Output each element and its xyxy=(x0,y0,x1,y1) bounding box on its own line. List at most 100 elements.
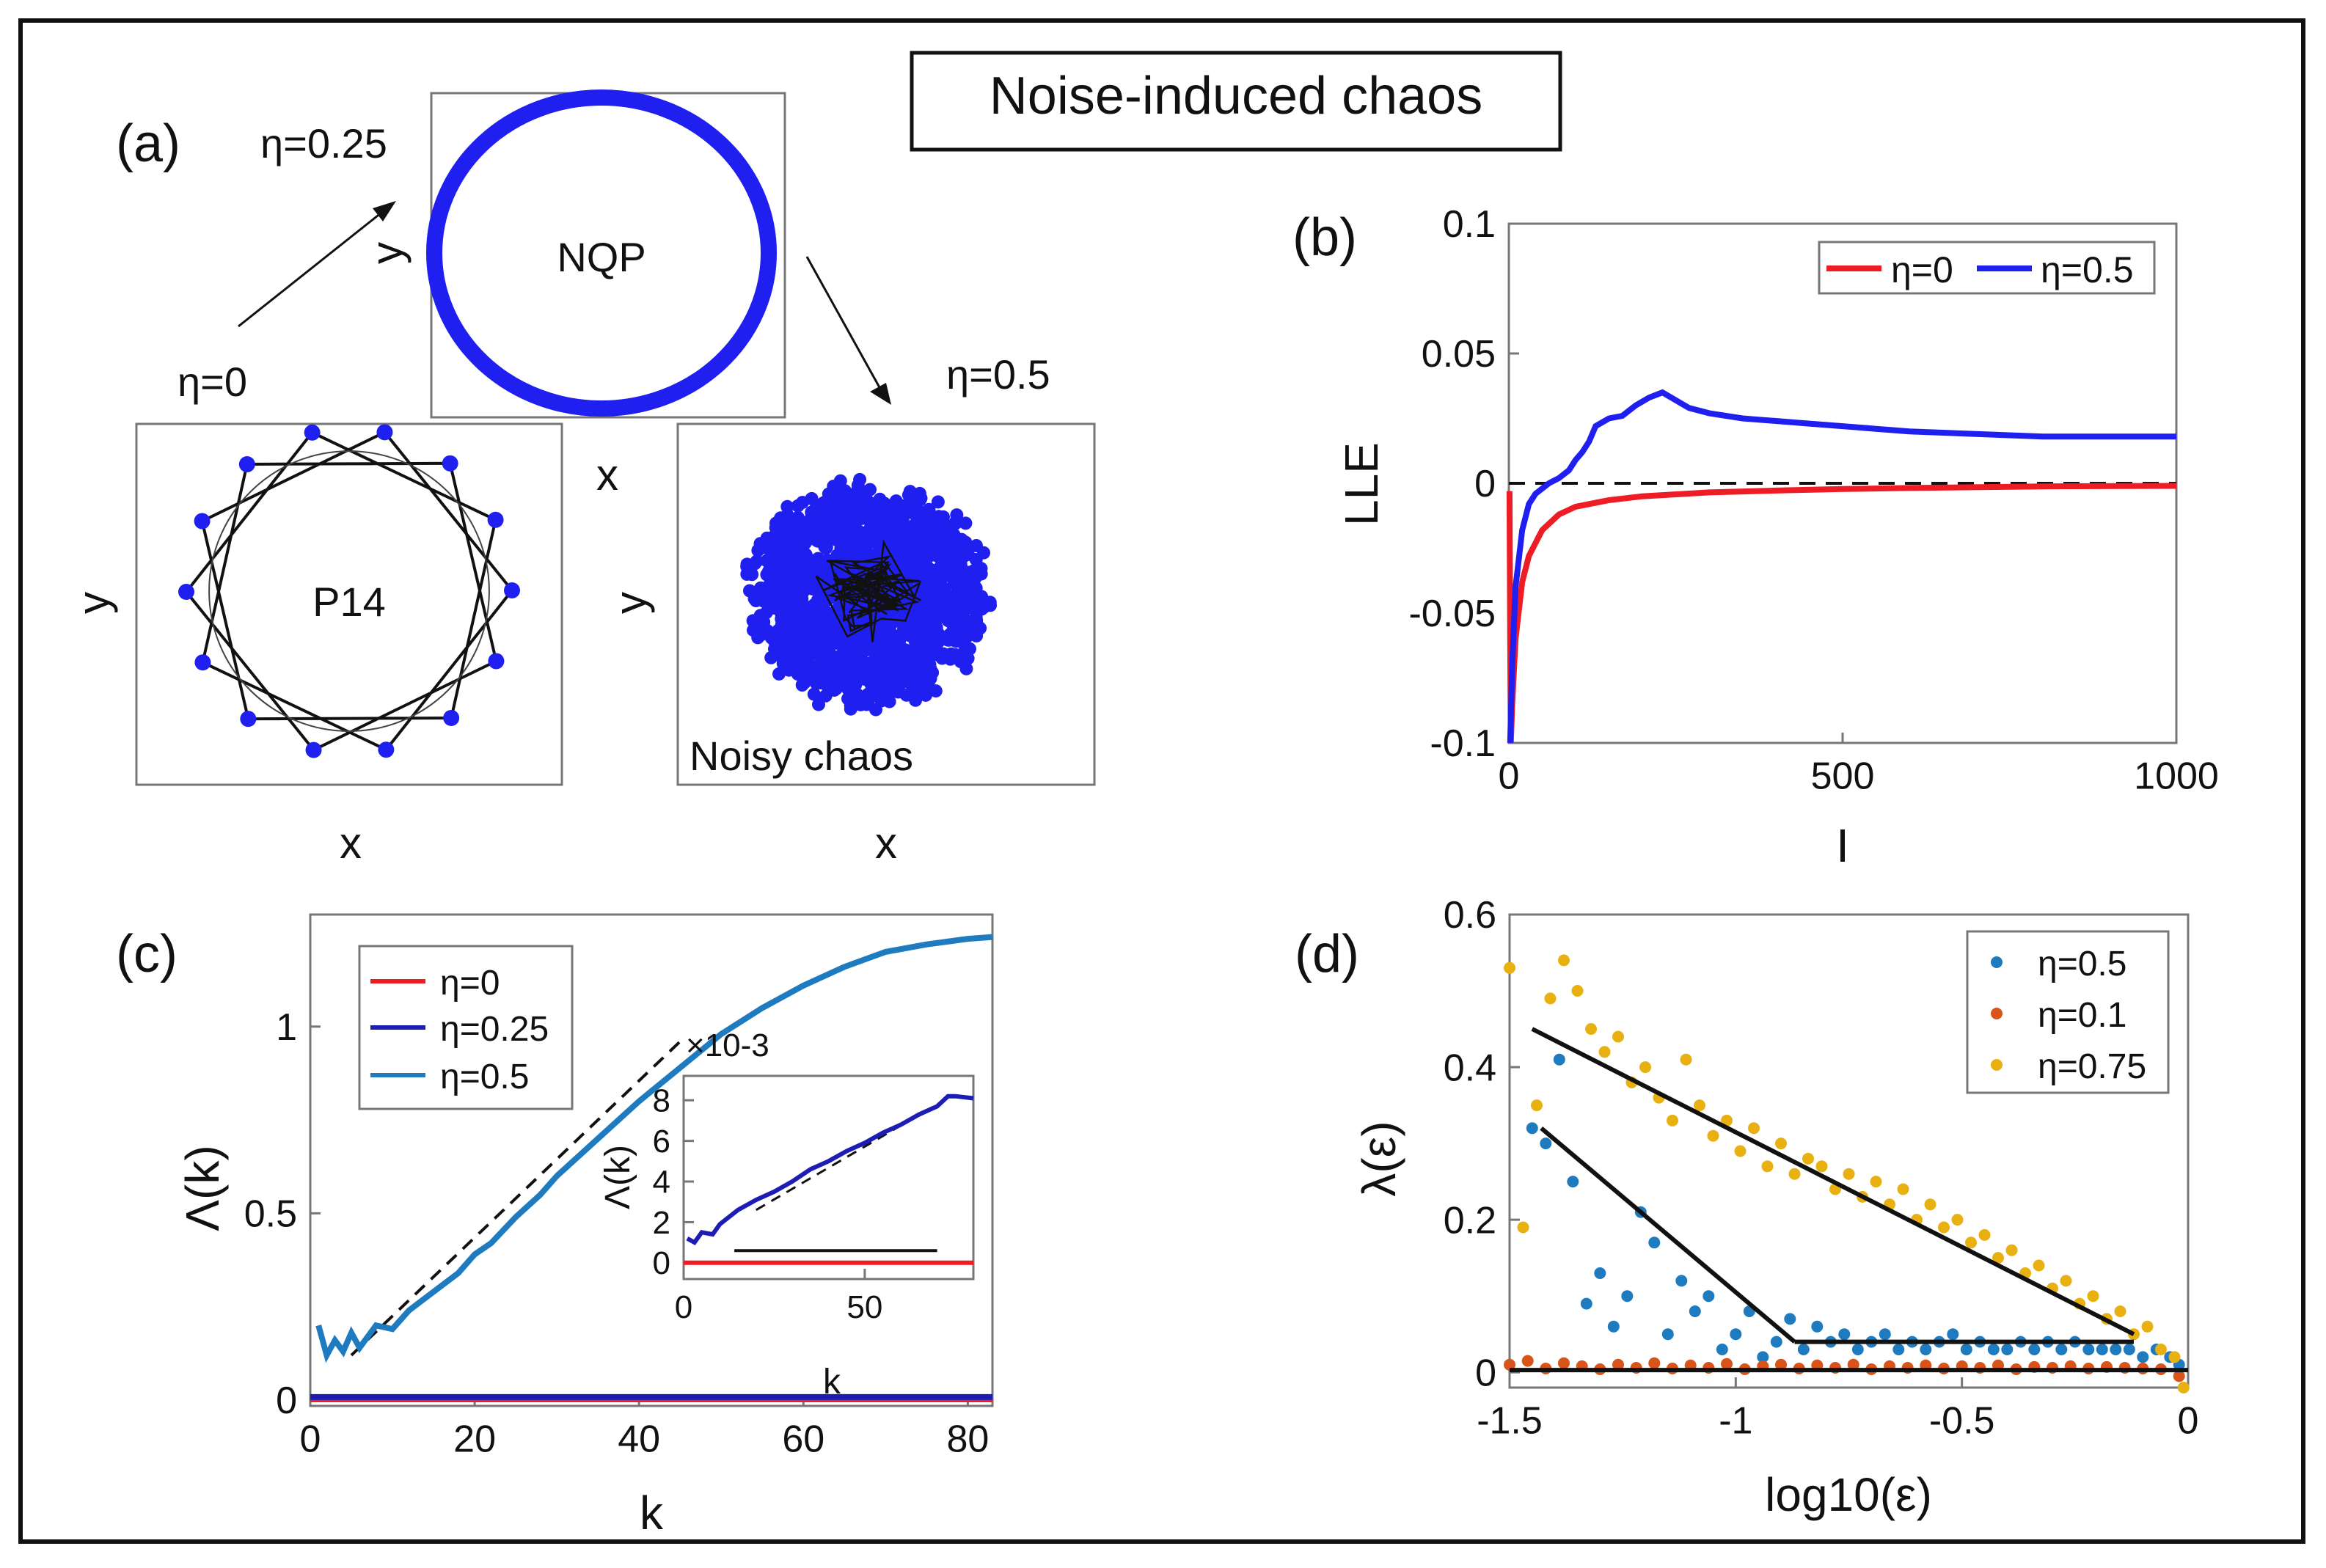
chaos-point xyxy=(775,570,789,584)
d-point-η=0.75 xyxy=(1978,1228,1991,1241)
b-y-label: LLE xyxy=(1335,442,1388,526)
chaos-point xyxy=(852,639,866,653)
c-inset-y-tick-label: 4 xyxy=(653,1164,670,1200)
c-inset-y-tick-label: 0 xyxy=(653,1245,670,1281)
d-point-η=0.5 xyxy=(2082,1344,2095,1355)
d-point-η=0.5 xyxy=(1621,1290,1634,1303)
chaos-point xyxy=(815,638,829,651)
chaos-point xyxy=(921,541,935,555)
d-point-η=0.75 xyxy=(1585,1023,1597,1035)
d-point-η=0.5 xyxy=(2110,1344,2122,1355)
chaos-point xyxy=(828,483,842,497)
p14-point xyxy=(378,741,395,758)
nqp-eta-label: η=0.25 xyxy=(260,120,387,166)
d-point-η=0.5 xyxy=(1757,1351,1769,1363)
d-point-η=0.75 xyxy=(1639,1061,1651,1074)
p14-point xyxy=(443,709,460,726)
chaos-point xyxy=(784,541,798,554)
panel-d: (d) -1.5 -1 -0.5 000.20.40.6 λ(ε) log10(ε) … xyxy=(1295,894,2198,1521)
chaos-point xyxy=(973,621,987,635)
chaos-point xyxy=(844,670,857,684)
chaos-point xyxy=(793,627,807,641)
d-point-η=0.5 xyxy=(1661,1328,1674,1341)
b-x-tick-label: 500 xyxy=(1811,755,1875,797)
chaos-point xyxy=(929,636,943,650)
c-y-tick-label: 0.5 xyxy=(244,1193,297,1236)
p14-point xyxy=(194,513,211,530)
c-x-label: k xyxy=(640,1487,664,1539)
chaos-point xyxy=(922,502,936,516)
d-y-tick-label: 0.4 xyxy=(1444,1047,1496,1089)
d-point-η=0.75 xyxy=(1815,1160,1828,1173)
chaos-point xyxy=(940,532,954,546)
b-x-label: I xyxy=(1836,819,1849,872)
chaos-point xyxy=(925,649,939,663)
chaos-point xyxy=(793,638,807,652)
chaos-point xyxy=(769,521,783,535)
d-point-η=0.5 xyxy=(1838,1328,1851,1341)
d-point-η=0.5 xyxy=(1607,1320,1620,1333)
d-point-η=0.75 xyxy=(2141,1320,2154,1333)
chaos-y-label: y xyxy=(606,592,655,614)
chaos-point xyxy=(944,594,958,608)
chaos-point xyxy=(748,587,762,601)
figure-title: Noise-induced chaos xyxy=(990,67,1482,125)
chaos-point xyxy=(961,576,975,590)
chaos-annotation: Noisy chaos xyxy=(690,733,913,779)
chaos-point xyxy=(800,533,813,547)
chaos-point xyxy=(794,552,808,566)
chaos-point xyxy=(863,483,877,497)
chaos-point xyxy=(896,513,910,527)
d-point-η=0.75 xyxy=(1802,1152,1814,1165)
chaos-point xyxy=(862,694,875,708)
d-point-η=0.75 xyxy=(1612,1030,1624,1043)
d-point-η=0.5 xyxy=(1987,1344,2000,1355)
d-point-η=0.75 xyxy=(2177,1382,2190,1393)
chaos-point xyxy=(765,531,779,544)
p14-point xyxy=(194,654,211,671)
nqp-y-label: y xyxy=(362,242,412,264)
d-point-η=0.5 xyxy=(1675,1275,1688,1287)
d-fit-line xyxy=(1531,1027,2135,1336)
d-point-η=0.75 xyxy=(1761,1160,1774,1173)
chaos-point xyxy=(844,702,857,716)
chaos-point xyxy=(833,630,847,644)
d-y-tick-label: 0.2 xyxy=(1444,1199,1496,1242)
chaos-point xyxy=(791,499,805,513)
chaos-eta-label: η=0.5 xyxy=(946,351,1050,398)
c-x-tick-label: 0 xyxy=(300,1418,321,1460)
c-x-tick-label: 80 xyxy=(946,1418,989,1460)
chaos-point xyxy=(970,539,983,552)
chaos-point xyxy=(959,662,973,675)
chaos-point xyxy=(793,579,807,593)
d-y-tick-label: 0.6 xyxy=(1444,894,1496,937)
d-point-η=0.75 xyxy=(1504,961,1515,974)
p14-x-label: x xyxy=(340,818,362,868)
chaos-point xyxy=(851,532,865,546)
chaos-point xyxy=(950,508,964,522)
chaos-point xyxy=(958,643,972,657)
d-x-tick-label: -1.5 xyxy=(1477,1399,1543,1442)
c-inset-frame xyxy=(682,1074,975,1281)
chaos-point xyxy=(909,619,923,633)
chaos-point xyxy=(833,648,847,662)
d-point-η=0.75 xyxy=(1748,1122,1760,1135)
chaos-point xyxy=(873,499,887,513)
chaos-point xyxy=(822,680,836,694)
chaos-point xyxy=(970,601,984,615)
p14-point xyxy=(240,711,257,728)
chaos-point xyxy=(907,528,921,542)
p14-point xyxy=(305,741,322,758)
d-point-η=0.75 xyxy=(1680,1053,1692,1066)
d-point-η=0.5 xyxy=(1947,1328,1959,1341)
between-x-label: x xyxy=(596,450,618,499)
c-inset-x-tick-label: 0 xyxy=(675,1289,692,1325)
d-point-η=0.75 xyxy=(1558,954,1570,967)
p14-frame xyxy=(135,422,563,786)
p14-orbit xyxy=(178,424,520,758)
chaos-point xyxy=(813,553,827,567)
p14-inner-circle xyxy=(208,450,490,732)
panel-a: (a) NQP η=0.25 y x P14 η=0 y x Noisy cha… xyxy=(69,89,1096,868)
